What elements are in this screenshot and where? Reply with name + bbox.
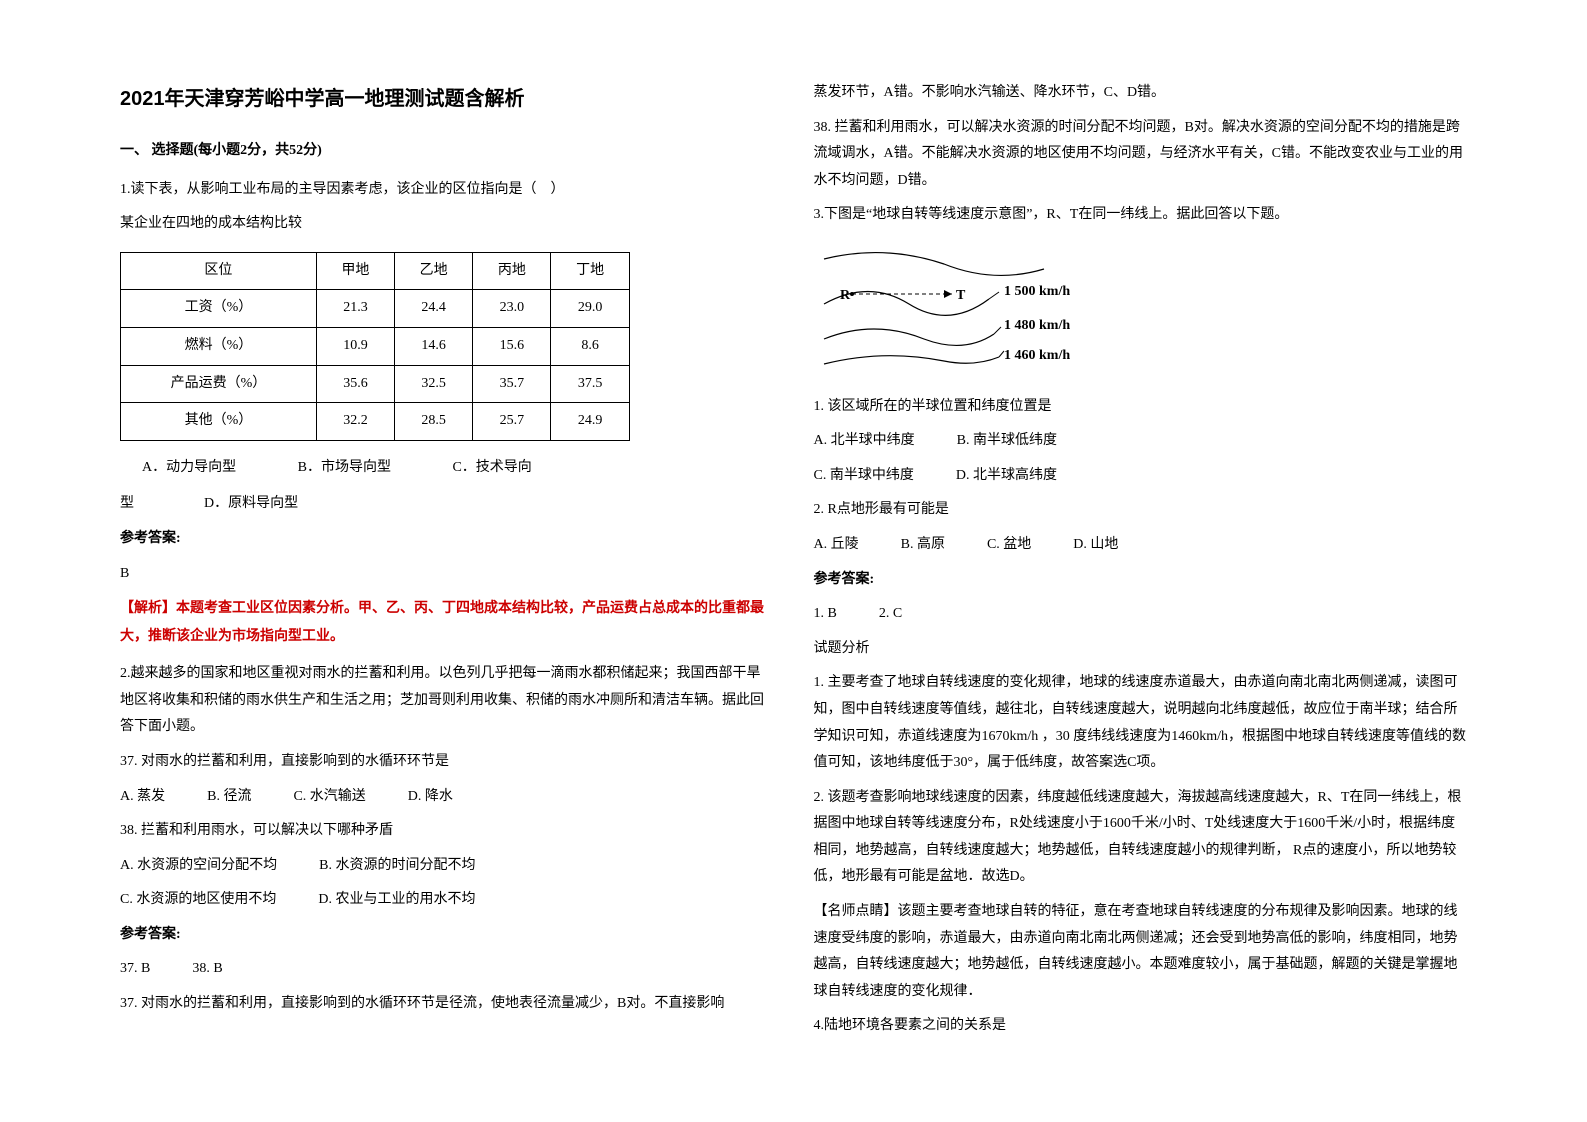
q3-explain-2: 2. 该题考查影响地球线速度的因素，纬度越低线速度越大，海拔越高线速度越大，R、… bbox=[814, 785, 1468, 891]
q1-options-line1: A．动力导向型 B．市场导向型 C．技术导向 bbox=[142, 455, 774, 482]
cell: 8.6 bbox=[551, 327, 629, 365]
table-header: 丁地 bbox=[551, 252, 629, 290]
cell: 35.6 bbox=[316, 365, 394, 403]
table-row: 燃料（%） 10.9 14.6 15.6 8.6 bbox=[121, 327, 630, 365]
left-column: 2021年天津穿芳峪中学高一地理测试题含解析 一、 选择题(每小题2分，共52分… bbox=[100, 80, 794, 1082]
cell: 32.2 bbox=[316, 403, 394, 441]
speed-label-2: 1 480 km/h bbox=[1004, 318, 1070, 333]
q2-cont2: 38. 拦蓄和利用雨水，可以解决水资源的时间分配不均问题，B对。解决水资源的空间… bbox=[814, 115, 1468, 195]
cell: 其他（%） bbox=[121, 403, 317, 441]
diagram-svg: R T 1 500 km/h 1 480 km/h 1 460 km/h bbox=[814, 239, 1094, 369]
cell: 工资（%） bbox=[121, 290, 317, 328]
q3-sub2: 2. R点地形最有可能是 bbox=[814, 497, 1468, 524]
speed-label-1: 1 500 km/h bbox=[1004, 284, 1070, 299]
table-row: 其他（%） 32.2 28.5 25.7 24.9 bbox=[121, 403, 630, 441]
cell: 产品运费（%） bbox=[121, 365, 317, 403]
option-c: C．技术导向 bbox=[452, 455, 531, 482]
q3-sub1: 1. 该区域所在的半球位置和纬度位置是 bbox=[814, 394, 1468, 421]
option-a: A．动力导向型 bbox=[142, 455, 236, 482]
q1-answer: B bbox=[120, 561, 774, 588]
leader-line bbox=[994, 327, 1001, 334]
table-header: 甲地 bbox=[316, 252, 394, 290]
answer-label: 参考答案: bbox=[120, 526, 774, 553]
rotation-speed-diagram: R T 1 500 km/h 1 480 km/h 1 460 km/h bbox=[814, 239, 1468, 380]
cell: 15.6 bbox=[473, 327, 551, 365]
q2-answer: 37. B 38. B bbox=[120, 956, 774, 983]
arrow-head-icon bbox=[944, 290, 952, 298]
option-b: B．市场导向型 bbox=[298, 455, 391, 482]
cell: 燃料（%） bbox=[121, 327, 317, 365]
cell: 10.9 bbox=[316, 327, 394, 365]
section-heading: 一、 选择题(每小题2分，共52分) bbox=[120, 138, 774, 165]
q1-subcaption: 某企业在四地的成本结构比较 bbox=[120, 211, 774, 238]
q1-analysis: 【解析】本题考查工业区位因素分析。甲、乙、丙、丁四地成本结构比较，产品运费占总成… bbox=[120, 595, 774, 651]
cell: 32.5 bbox=[395, 365, 473, 403]
answer-label: 参考答案: bbox=[814, 567, 1468, 594]
table-row: 产品运费（%） 35.6 32.5 35.7 37.5 bbox=[121, 365, 630, 403]
q2-cont1: 蒸发环节，A错。不影响水汽输送、降水环节，C、D错。 bbox=[814, 80, 1468, 107]
q2-sub38-options-b: C. 水资源的地区使用不均 D. 农业与工业的用水不均 bbox=[120, 887, 774, 914]
table-row: 工资（%） 21.3 24.4 23.0 29.0 bbox=[121, 290, 630, 328]
cell: 23.0 bbox=[473, 290, 551, 328]
table-header: 区位 bbox=[121, 252, 317, 290]
cell: 14.6 bbox=[395, 327, 473, 365]
contour-line bbox=[824, 329, 994, 345]
q4-stem: 4.陆地环境各要素之间的关系是 bbox=[814, 1013, 1468, 1040]
cell: 35.7 bbox=[473, 365, 551, 403]
cell: 24.9 bbox=[551, 403, 629, 441]
point-r bbox=[850, 292, 854, 296]
cell: 37.5 bbox=[551, 365, 629, 403]
label-t: T bbox=[956, 288, 966, 303]
cell: 25.7 bbox=[473, 403, 551, 441]
contour-line bbox=[824, 253, 1044, 276]
q1-cost-table: 区位 甲地 乙地 丙地 丁地 工资（%） 21.3 24.4 23.0 29.0… bbox=[120, 252, 630, 441]
q3-teacher-tip: 【名师点睛】该题主要考查地球自转的特征，意在考查地球自转线速度的分布规律及影响因… bbox=[814, 899, 1468, 1005]
q2-sub37-options: A. 蒸发 B. 径流 C. 水汽输送 D. 降水 bbox=[120, 784, 774, 811]
q1-stem: 1.读下表，从影响工业布局的主导因素考虑，该企业的区位指向是（ ） bbox=[120, 177, 774, 204]
cell: 29.0 bbox=[551, 290, 629, 328]
q2-stem: 2.越来越多的国家和地区重视对雨水的拦蓄和利用。以色列几乎把每一滴雨水都积储起来… bbox=[120, 661, 774, 741]
cell: 24.4 bbox=[395, 290, 473, 328]
q3-sub1-opts-b: C. 南半球中纬度 D. 北半球高纬度 bbox=[814, 463, 1468, 490]
table-header: 丙地 bbox=[473, 252, 551, 290]
q2-sub37: 37. 对雨水的拦蓄和利用，直接影响到的水循环环节是 bbox=[120, 749, 774, 776]
right-column: 蒸发环节，A错。不影响水汽输送、降水环节，C、D错。 38. 拦蓄和利用雨水，可… bbox=[794, 80, 1488, 1082]
q3-explain-1: 1. 主要考查了地球自转线速度的变化规律，地球的线速度赤道最大，由赤道向南北南北… bbox=[814, 670, 1468, 776]
cell: 28.5 bbox=[395, 403, 473, 441]
label-r: R bbox=[840, 288, 851, 303]
q2-explain-37: 37. 对雨水的拦蓄和利用，直接影响到的水循环环节是径流，使地表径流量减少，B对… bbox=[120, 991, 774, 1018]
table-header: 乙地 bbox=[395, 252, 473, 290]
doc-title: 2021年天津穿芳峪中学高一地理测试题含解析 bbox=[120, 80, 774, 118]
q2-sub38: 38. 拦蓄和利用雨水，可以解决以下哪种矛盾 bbox=[120, 818, 774, 845]
q3-answer: 1. B 2. C bbox=[814, 601, 1468, 628]
leader-line bbox=[989, 292, 999, 299]
q2-sub38-options-a: A. 水资源的空间分配不均 B. 水资源的时间分配不均 bbox=[120, 853, 774, 880]
contour-line bbox=[824, 356, 999, 364]
q3-stem: 3.下图是“地球自转等线速度示意图”，R、T在同一纬线上。据此回答以下题。 bbox=[814, 202, 1468, 229]
q1-options-line2: 型 D．原料导向型 bbox=[120, 491, 774, 518]
answer-label: 参考答案: bbox=[120, 922, 774, 949]
cell: 21.3 bbox=[316, 290, 394, 328]
q3-sub1-opts-a: A. 北半球中纬度 B. 南半球低纬度 bbox=[814, 428, 1468, 455]
trial-analysis-label: 试题分析 bbox=[814, 636, 1468, 663]
q3-sub2-opts: A. 丘陵 B. 高原 C. 盆地 D. 山地 bbox=[814, 532, 1468, 559]
speed-label-3: 1 460 km/h bbox=[1004, 348, 1070, 363]
